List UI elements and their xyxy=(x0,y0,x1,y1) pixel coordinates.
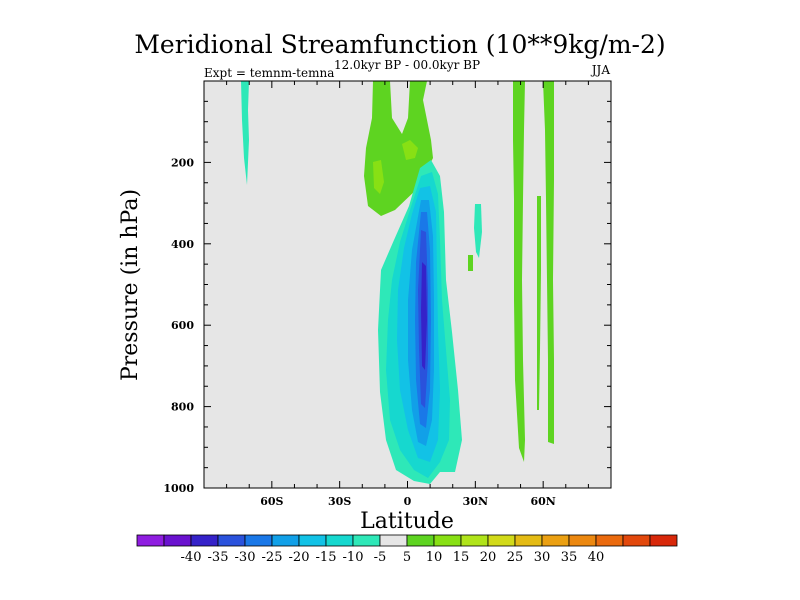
contour-north-strip-3 xyxy=(537,196,541,410)
colorbar-swatch xyxy=(595,534,624,547)
colorbar-label: 20 xyxy=(480,550,497,565)
contour-north-strip-2 xyxy=(543,81,554,444)
colorbar-label: 10 xyxy=(426,550,443,565)
contour-southern-strip xyxy=(241,81,249,185)
y-tick-label: 1000 xyxy=(163,482,194,495)
colorbar-swatch xyxy=(190,534,219,547)
colorbar-label: 35 xyxy=(561,550,578,565)
contour-small-negative-1 xyxy=(474,204,482,258)
contour-upper-positive-inner-2 xyxy=(402,140,418,160)
y-tick-label: 200 xyxy=(171,156,194,169)
contour-north-strip-1 xyxy=(513,81,525,462)
y-axis-label: Pressure (in hPa) xyxy=(118,189,143,381)
y-tick-label: 600 xyxy=(171,319,194,332)
x-axis-ticks: 60S 30S 0 30N 60N xyxy=(226,81,589,508)
x-tick-label: 60N xyxy=(530,495,555,508)
y-tick-label: 400 xyxy=(171,238,194,251)
colorbar-label: 30 xyxy=(534,550,551,565)
x-axis-label: Latitude xyxy=(360,509,454,534)
colorbar-swatch xyxy=(217,534,246,547)
colorbar-swatch xyxy=(622,534,651,547)
contour-small-positive-1 xyxy=(468,255,473,271)
colorbar-swatch xyxy=(541,534,570,547)
experiment-label: Expt = temnm-temna xyxy=(204,66,334,80)
plot-area: 60S 30S 0 30N 60N 200 400 600 800 1000 xyxy=(163,80,612,508)
x-tick-label: 60S xyxy=(260,495,283,508)
colorbar-label: -5 xyxy=(374,550,387,565)
colorbar-swatch xyxy=(460,534,489,547)
colorbar-label: -20 xyxy=(289,550,310,565)
colorbar-label: -30 xyxy=(235,550,256,565)
y-axis-ticks: 200 400 600 800 1000 xyxy=(163,100,611,495)
colorbar-swatch xyxy=(325,534,354,547)
colorbar-swatch xyxy=(514,534,543,547)
colorbar-swatch xyxy=(568,534,597,547)
contour-upper-positive-inner-1 xyxy=(373,160,384,194)
colorbar-swatch xyxy=(379,534,408,547)
chart-title: Meridional Streamfunction (10**9kg/m-2) xyxy=(134,30,665,59)
colorbar-label: 5 xyxy=(403,550,411,565)
contour-neg-35 xyxy=(421,262,427,370)
colorbar-swatch xyxy=(163,534,192,547)
colorbar-swatch xyxy=(298,534,327,547)
colorbar-swatch xyxy=(649,534,678,547)
colorbar-label: 25 xyxy=(507,550,524,565)
colorbar-label: -35 xyxy=(208,550,229,565)
y-tick-label: 800 xyxy=(171,401,194,414)
colorbar-swatch xyxy=(244,534,273,547)
x-tick-label: 30N xyxy=(463,495,488,508)
x-tick-label: 0 xyxy=(404,495,412,508)
colorbar-label: 15 xyxy=(453,550,470,565)
season-label: JJA xyxy=(590,63,611,77)
colorbar: -40 -35 -30 -25 -20 -15 -10 -5 5 10 15 20 25 30 35 40 xyxy=(136,534,678,565)
colorbar-swatch xyxy=(487,534,516,547)
colorbar-label: 40 xyxy=(588,550,605,565)
colorbar-label: -25 xyxy=(262,550,283,565)
colorbar-swatch xyxy=(433,534,462,547)
colorbar-swatch xyxy=(271,534,300,547)
colorbar-label: -10 xyxy=(343,550,364,565)
colorbar-label: -40 xyxy=(181,550,202,565)
contour-fills xyxy=(241,81,554,484)
colorbar-swatch xyxy=(352,534,381,547)
colorbar-swatch xyxy=(406,534,435,547)
colorbar-swatch xyxy=(136,534,165,547)
x-tick-label: 30S xyxy=(328,495,351,508)
colorbar-label: -15 xyxy=(316,550,337,565)
chart-subtitle: 12.0kyr BP - 00.0kyr BP xyxy=(334,58,480,72)
